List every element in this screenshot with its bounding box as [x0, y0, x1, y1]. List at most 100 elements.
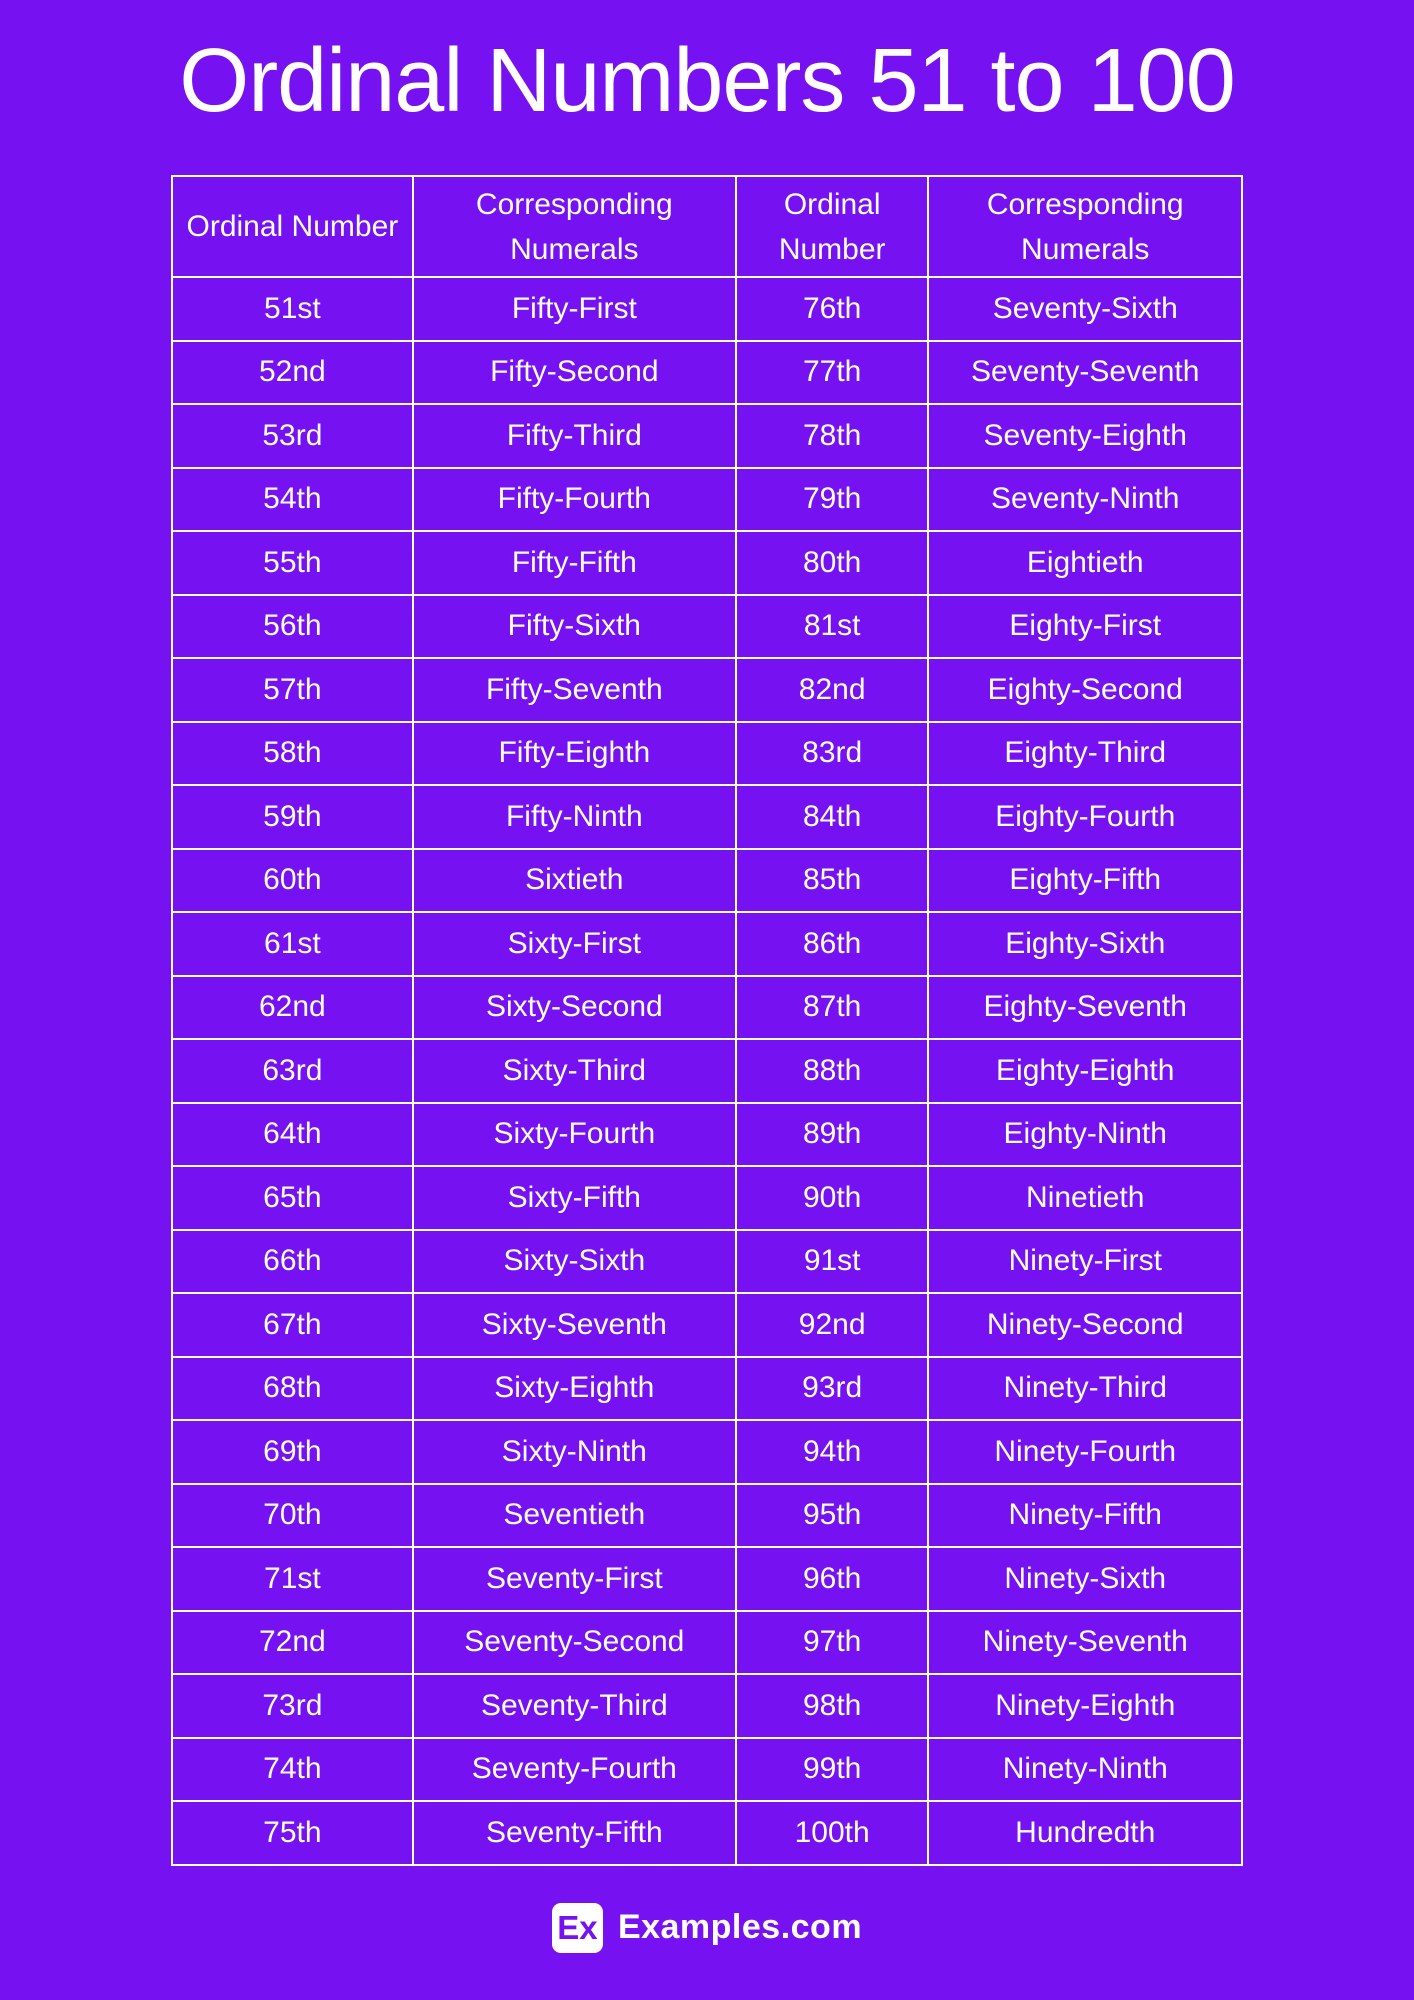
corresponding-numeral-cell: Ninety-Sixth — [927, 1546, 1243, 1612]
ordinal-number-cell: 65th — [171, 1165, 414, 1231]
ordinal-number-cell: 53rd — [171, 403, 414, 469]
ordinal-number-cell: 51st — [171, 276, 414, 342]
corresponding-numeral-cell: Seventy-Fifth — [411, 1800, 737, 1866]
table-row: 68th Sixty-Eighth 93rd Ninety-Third — [171, 1355, 1243, 1421]
ordinal-number-cell: 54th — [171, 466, 414, 532]
ordinal-number-cell: 90th — [734, 1165, 930, 1231]
ordinal-number-cell: 61st — [171, 911, 414, 977]
corresponding-numeral-cell: Fifty-Third — [411, 403, 737, 469]
corresponding-numeral-cell: Eighty-Third — [927, 720, 1243, 786]
ordinal-number-cell: 96th — [734, 1546, 930, 1612]
ordinal-number-cell: 80th — [734, 530, 930, 596]
ordinal-number-cell: 93rd — [734, 1355, 930, 1421]
corresponding-numeral-cell: Sixtieth — [411, 847, 737, 913]
ordinal-number-cell: 92nd — [734, 1292, 930, 1358]
corresponding-numeral-cell: Eighty-Fourth — [927, 784, 1243, 850]
ordinal-number-cell: 100th — [734, 1800, 930, 1866]
examples-logo-icon: Ex — [551, 1902, 603, 1953]
ordinal-number-cell: 67th — [171, 1292, 414, 1358]
ordinal-number-cell: 63rd — [171, 1038, 414, 1104]
corresponding-numeral-cell: Ninety-Fifth — [927, 1482, 1243, 1548]
ordinal-number-cell: 66th — [171, 1228, 414, 1294]
ordinal-number-cell: 83rd — [734, 720, 930, 786]
corresponding-numeral-cell: Sixty-First — [411, 911, 737, 977]
table-row: 60th Sixtieth 85th Eighty-Fifth — [171, 847, 1243, 913]
ordinal-number-cell: 97th — [734, 1609, 930, 1675]
corresponding-numeral-cell: Sixty-Second — [411, 974, 737, 1040]
table-row: 56th Fifty-Sixth 81st Eighty-First — [171, 593, 1243, 659]
ordinal-number-cell: 60th — [171, 847, 414, 913]
ordinal-number-cell: 75th — [171, 1800, 414, 1866]
ordinal-number-cell: 56th — [171, 593, 414, 659]
ordinal-numbers-table: Ordinal Number Corresponding Numerals Or… — [171, 175, 1243, 1866]
corresponding-numeral-cell: Ninety-Third — [927, 1355, 1243, 1421]
corresponding-numeral-cell: Seventy-Sixth — [927, 276, 1243, 342]
corresponding-numeral-cell: Seventy-Seventh — [927, 339, 1243, 405]
table-row: 74th Seventy-Fourth 99th Ninety-Ninth — [171, 1736, 1243, 1802]
corresponding-numeral-cell: Seventy-Fourth — [411, 1736, 737, 1802]
table-row: 73rd Seventy-Third 98th Ninety-Eighth — [171, 1673, 1243, 1739]
ordinal-number-cell: 99th — [734, 1736, 930, 1802]
ordinal-number-cell: 87th — [734, 974, 930, 1040]
table-row: 70th Seventieth 95th Ninety-Fifth — [171, 1482, 1243, 1548]
ordinal-number-cell: 58th — [171, 720, 414, 786]
table-row: 72nd Seventy-Second 97th Ninety-Seventh — [171, 1609, 1243, 1675]
corresponding-numeral-cell: Ninetieth — [927, 1165, 1243, 1231]
ordinal-number-cell: 86th — [734, 911, 930, 977]
corresponding-numeral-cell: Hundredth — [927, 1800, 1243, 1866]
table-row: 54th Fifty-Fourth 79th Seventy-Ninth — [171, 466, 1243, 532]
ordinal-number-cell: 76th — [734, 276, 930, 342]
corresponding-numeral-cell: Sixty-Fourth — [411, 1101, 737, 1167]
ordinal-number-cell: 72nd — [171, 1609, 414, 1675]
ordinal-number-cell: 77th — [734, 339, 930, 405]
column-header-ordinal-left: Ordinal Number — [171, 175, 414, 278]
ordinal-number-cell: 98th — [734, 1673, 930, 1739]
table-body: 51st Fifty-First 76th Seventy-Sixth 52nd Fift… — [171, 276, 1243, 1866]
table-header: Ordinal Number Corresponding Numerals Or… — [171, 175, 1243, 278]
column-header-numerals-right: Corresponding Numerals — [927, 175, 1243, 278]
table-row: 57th Fifty-Seventh 82nd Eighty-Second — [171, 657, 1243, 723]
corresponding-numeral-cell: Ninety-Seventh — [927, 1609, 1243, 1675]
table-row: 71st Seventy-First 96th Ninety-Sixth — [171, 1546, 1243, 1612]
corresponding-numeral-cell: Fifty-Fourth — [411, 466, 737, 532]
ordinal-number-cell: 94th — [734, 1419, 930, 1485]
corresponding-numeral-cell: Eighty-First — [927, 593, 1243, 659]
page-title: Ordinal Numbers 51 to 100 — [179, 31, 1236, 131]
corresponding-numeral-cell: Eighty-Sixth — [927, 911, 1243, 977]
ordinal-number-cell: 69th — [171, 1419, 414, 1485]
ordinal-number-cell: 85th — [734, 847, 930, 913]
table-row: 64th Sixty-Fourth 89th Eighty-Ninth — [171, 1101, 1243, 1167]
corresponding-numeral-cell: Seventy-Ninth — [927, 466, 1243, 532]
corresponding-numeral-cell: Sixty-Sixth — [411, 1228, 737, 1294]
table-row: 67th Sixty-Seventh 92nd Ninety-Second — [171, 1292, 1243, 1358]
table-row: 58th Fifty-Eighth 83rd Eighty-Third — [171, 720, 1243, 786]
table-row: 65th Sixty-Fifth 90th Ninetieth — [171, 1165, 1243, 1231]
ordinal-number-cell: 70th — [171, 1482, 414, 1548]
corresponding-numeral-cell: Ninety-Ninth — [927, 1736, 1243, 1802]
examples-logo-text: Examples.com — [617, 1908, 863, 1946]
ordinal-number-cell: 59th — [171, 784, 414, 850]
corresponding-numeral-cell: Sixty-Eighth — [411, 1355, 737, 1421]
ordinal-number-cell: 79th — [734, 466, 930, 532]
ordinal-number-cell: 78th — [734, 403, 930, 469]
table-row: 59th Fifty-Ninth 84th Eighty-Fourth — [171, 784, 1243, 850]
corresponding-numeral-cell: Sixty-Fifth — [411, 1165, 737, 1231]
corresponding-numeral-cell: Ninety-Second — [927, 1292, 1243, 1358]
column-header-numerals-left: Corresponding Numerals — [411, 175, 737, 278]
corresponding-numeral-cell: Eighty-Seventh — [927, 974, 1243, 1040]
column-header-ordinal-right: Ordinal Number — [734, 175, 930, 278]
table-row: 66th Sixty-Sixth 91st Ninety-First — [171, 1228, 1243, 1294]
ordinal-number-cell: 71st — [171, 1546, 414, 1612]
table-row: 53rd Fifty-Third 78th Seventy-Eighth — [171, 403, 1243, 469]
corresponding-numeral-cell: Eighty-Fifth — [927, 847, 1243, 913]
corresponding-numeral-cell: Ninety-Fourth — [927, 1419, 1243, 1485]
corresponding-numeral-cell: Ninety-Eighth — [927, 1673, 1243, 1739]
corresponding-numeral-cell: Sixty-Third — [411, 1038, 737, 1104]
table-row: 69th Sixty-Ninth 94th Ninety-Fourth — [171, 1419, 1243, 1485]
ordinal-number-cell: 55th — [171, 530, 414, 596]
corresponding-numeral-cell: Fifty-Sixth — [411, 593, 737, 659]
table-row: 61st Sixty-First 86th Eighty-Sixth — [171, 911, 1243, 977]
ordinal-number-cell: 62nd — [171, 974, 414, 1040]
ordinal-number-cell: 88th — [734, 1038, 930, 1104]
